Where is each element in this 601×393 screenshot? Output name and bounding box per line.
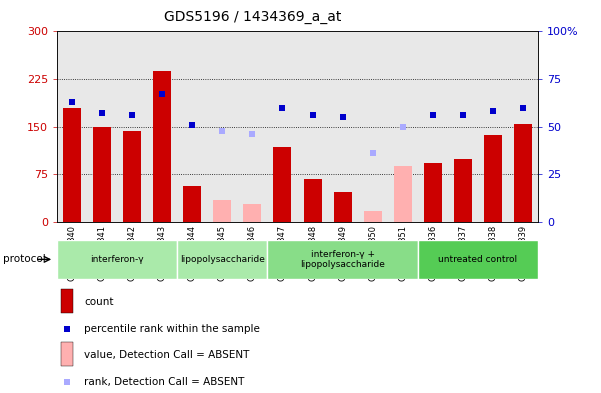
Text: count: count <box>84 297 114 307</box>
Bar <box>304 179 322 222</box>
Bar <box>61 289 73 313</box>
Text: protocol: protocol <box>3 254 46 264</box>
Text: interferon-γ +
lipopolysaccharide: interferon-γ + lipopolysaccharide <box>300 250 385 269</box>
Bar <box>334 191 352 222</box>
Text: untreated control: untreated control <box>438 255 517 264</box>
Text: lipopolysaccharide: lipopolysaccharide <box>180 255 265 264</box>
Bar <box>394 166 412 222</box>
Bar <box>123 131 141 222</box>
Bar <box>273 147 291 222</box>
Bar <box>93 127 111 222</box>
Bar <box>63 108 81 222</box>
Bar <box>514 123 532 222</box>
Bar <box>183 186 201 222</box>
Bar <box>61 342 73 366</box>
Bar <box>177 240 267 279</box>
Text: interferon-γ: interferon-γ <box>90 255 144 264</box>
Text: rank, Detection Call = ABSENT: rank, Detection Call = ABSENT <box>84 376 245 387</box>
Bar <box>213 200 231 222</box>
Bar <box>484 135 502 222</box>
Bar <box>243 204 261 222</box>
Bar <box>267 240 418 279</box>
Bar <box>418 240 538 279</box>
Text: value, Detection Call = ABSENT: value, Detection Call = ABSENT <box>84 350 250 360</box>
Text: percentile rank within the sample: percentile rank within the sample <box>84 323 260 334</box>
Bar <box>454 158 472 222</box>
Text: GDS5196 / 1434369_a_at: GDS5196 / 1434369_a_at <box>163 10 341 24</box>
Bar <box>153 71 171 222</box>
Bar <box>364 211 382 222</box>
Bar <box>424 163 442 222</box>
Bar <box>57 240 177 279</box>
